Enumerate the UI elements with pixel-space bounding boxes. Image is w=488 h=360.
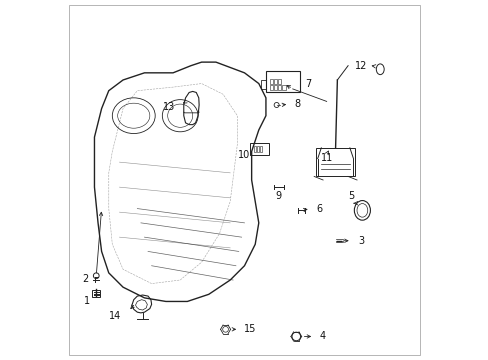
Bar <box>278 85 281 90</box>
Bar <box>273 79 276 84</box>
Text: 10: 10 <box>238 150 250 160</box>
Text: 12: 12 <box>355 61 367 71</box>
Bar <box>265 71 299 93</box>
Text: 6: 6 <box>315 203 322 213</box>
Text: 3: 3 <box>358 236 364 246</box>
Bar <box>92 291 100 297</box>
Text: 8: 8 <box>294 99 300 109</box>
Bar <box>269 79 272 84</box>
Bar <box>259 146 261 153</box>
Text: 9: 9 <box>275 191 281 201</box>
Text: 5: 5 <box>348 191 354 201</box>
Bar <box>278 79 281 84</box>
Text: 15: 15 <box>244 324 256 334</box>
Text: 4: 4 <box>319 332 325 342</box>
Bar <box>282 85 285 90</box>
Bar <box>261 80 265 89</box>
Text: 7: 7 <box>305 79 311 89</box>
Text: 14: 14 <box>109 311 121 321</box>
Text: 1: 1 <box>84 296 90 306</box>
Bar <box>273 85 276 90</box>
Bar <box>269 85 272 90</box>
Text: 2: 2 <box>82 274 88 284</box>
Bar <box>253 146 255 153</box>
Text: 11: 11 <box>320 153 332 163</box>
Text: 13: 13 <box>163 102 175 112</box>
Bar <box>256 146 258 153</box>
Bar <box>315 148 354 176</box>
